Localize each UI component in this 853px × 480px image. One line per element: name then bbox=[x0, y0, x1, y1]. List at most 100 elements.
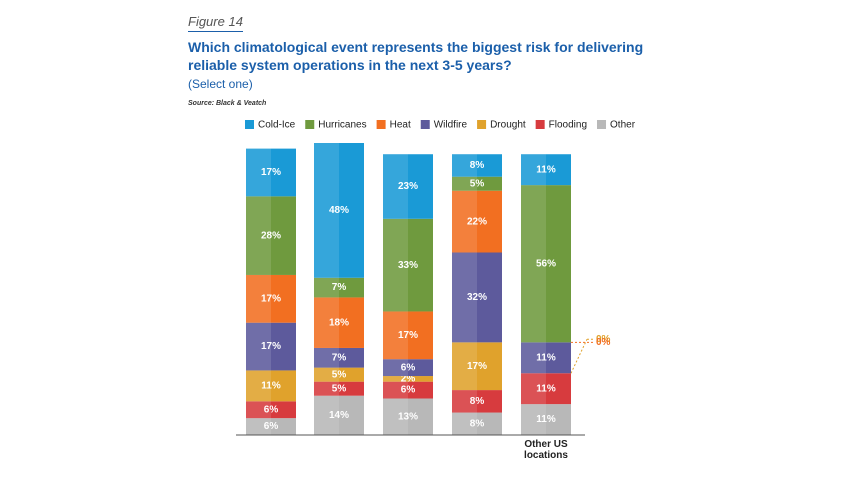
value-label: 8% bbox=[470, 160, 485, 171]
chart-subtitle: (Select one) bbox=[188, 77, 253, 91]
value-label: 6% bbox=[401, 385, 416, 396]
bar-shade bbox=[246, 274, 271, 323]
bar-segment bbox=[314, 381, 364, 396]
bar-segment bbox=[246, 418, 296, 435]
bar-segment bbox=[246, 196, 296, 275]
bar-shade bbox=[452, 154, 477, 177]
bar-segment bbox=[314, 143, 364, 278]
value-label: 17% bbox=[467, 361, 487, 372]
bar-shade bbox=[246, 322, 271, 371]
bar-shade bbox=[314, 367, 339, 382]
bar-segment bbox=[521, 154, 571, 186]
bar-shade bbox=[314, 277, 339, 298]
source: Source: Black & Veatch bbox=[188, 100, 267, 107]
value-label: 22% bbox=[467, 216, 487, 227]
legend-label: Heat bbox=[390, 120, 411, 131]
bar-segment bbox=[452, 412, 502, 435]
value-label: 6% bbox=[264, 421, 279, 432]
bar-shade bbox=[383, 154, 408, 219]
legend-swatch bbox=[477, 120, 487, 129]
legend-label: Flooding bbox=[549, 120, 587, 131]
value-label: 8% bbox=[470, 418, 485, 429]
legend-label: Wildfire bbox=[434, 120, 468, 131]
value-label: 17% bbox=[398, 330, 418, 341]
bar-shade bbox=[521, 373, 546, 405]
value-label: 0% bbox=[596, 334, 611, 345]
bar-shade bbox=[452, 342, 477, 391]
value-label: 7% bbox=[332, 282, 347, 293]
bar-segment bbox=[383, 154, 433, 219]
bar-shade bbox=[383, 359, 408, 377]
value-label: 32% bbox=[467, 292, 487, 303]
legend-label: Hurricanes bbox=[318, 120, 366, 131]
value-label: 17% bbox=[261, 293, 281, 304]
bar-segment bbox=[383, 398, 433, 435]
bar-segment bbox=[383, 381, 433, 399]
bar-segment bbox=[314, 277, 364, 298]
chart-title: Which climatological event represents th… bbox=[188, 39, 644, 73]
bar-segment bbox=[521, 342, 571, 374]
bar-segment bbox=[452, 390, 502, 413]
bar-shade bbox=[246, 148, 271, 197]
value-label: 14% bbox=[329, 410, 349, 421]
legend-label: Cold-Ice bbox=[258, 120, 296, 131]
bar-shade bbox=[246, 196, 271, 275]
value-label: 11% bbox=[536, 383, 556, 394]
bar-shade bbox=[383, 218, 408, 312]
value-label: 6% bbox=[401, 362, 416, 373]
value-label: 5% bbox=[470, 178, 485, 189]
bar-segment bbox=[452, 252, 502, 343]
value-label: 5% bbox=[332, 383, 347, 394]
legend-label: Drought bbox=[490, 120, 526, 131]
value-label: 56% bbox=[536, 258, 556, 269]
value-label: 7% bbox=[332, 352, 347, 363]
bar-segment bbox=[452, 176, 502, 191]
bar-segment bbox=[246, 401, 296, 419]
bar-segment bbox=[452, 190, 502, 253]
value-label: 11% bbox=[536, 352, 556, 363]
value-label: 11% bbox=[536, 164, 556, 175]
bar-shade bbox=[246, 370, 271, 402]
value-label: 28% bbox=[261, 230, 281, 241]
value-label: 18% bbox=[329, 317, 349, 328]
legend-label: Other bbox=[610, 120, 636, 131]
bar-shade bbox=[521, 404, 546, 435]
bar-segment bbox=[246, 148, 296, 197]
legend-swatch bbox=[420, 120, 430, 129]
bar-shade bbox=[452, 176, 477, 191]
bar-shade bbox=[452, 390, 477, 413]
bar-segment bbox=[314, 395, 364, 435]
bar-segment bbox=[246, 370, 296, 402]
bar-shade bbox=[383, 398, 408, 435]
legend-swatch bbox=[597, 120, 607, 129]
bar-segment bbox=[314, 347, 364, 368]
value-label: 6% bbox=[264, 404, 279, 415]
value-label: 17% bbox=[261, 167, 281, 178]
bar-shade bbox=[383, 381, 408, 399]
bar-segment bbox=[246, 322, 296, 371]
bar-segment bbox=[452, 154, 502, 177]
legend-swatch bbox=[245, 120, 254, 129]
bar-segment bbox=[383, 218, 433, 312]
value-label: 5% bbox=[332, 369, 347, 380]
bar-segment bbox=[521, 373, 571, 405]
bar-shade bbox=[246, 418, 271, 435]
bar-shade bbox=[314, 381, 339, 396]
bar-segment bbox=[314, 367, 364, 382]
leader-line bbox=[570, 339, 588, 374]
bar-segment bbox=[246, 274, 296, 323]
value-label: 11% bbox=[261, 381, 281, 392]
bar-segment bbox=[314, 297, 364, 348]
bar-shade bbox=[383, 376, 408, 382]
bar-shade bbox=[452, 190, 477, 253]
bar-shade bbox=[452, 412, 477, 435]
figure-label: Figure 14 bbox=[188, 14, 243, 32]
legend-swatch bbox=[376, 120, 386, 129]
bar-segment bbox=[383, 376, 433, 382]
value-label: 17% bbox=[261, 341, 281, 352]
value-label: 13% bbox=[398, 411, 418, 422]
bar-shade bbox=[314, 297, 339, 348]
bar-segment bbox=[521, 185, 571, 343]
